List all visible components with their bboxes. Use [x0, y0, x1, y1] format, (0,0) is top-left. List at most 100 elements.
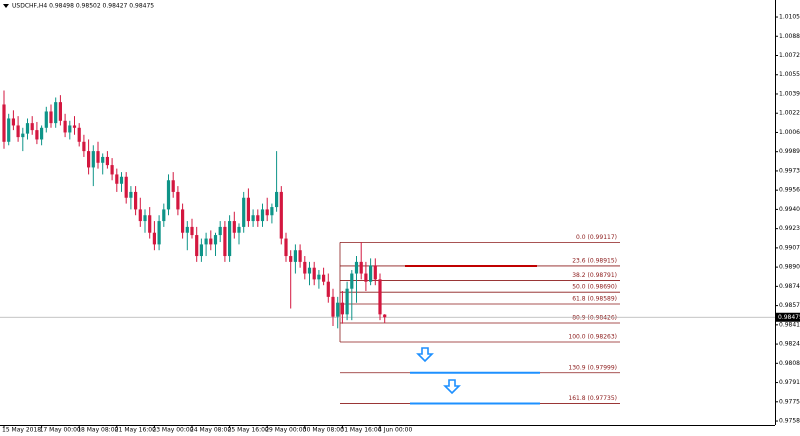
y-tick-label: 0.99895: [779, 148, 800, 155]
candle-body: [232, 221, 236, 233]
candle-body: [350, 273, 354, 289]
candle-body: [242, 197, 246, 227]
candle-body: [115, 174, 119, 184]
candle-body: [72, 125, 77, 128]
x-tick-label: 21 May 16:00: [115, 427, 156, 434]
candle-body: [54, 102, 58, 124]
candle-body: [63, 120, 67, 133]
candle-body: [21, 133, 25, 138]
candle-body: [378, 279, 382, 315]
candle-body: [49, 111, 53, 124]
candle-body: [44, 111, 48, 128]
x-tick-label: 24 May 08:00: [190, 427, 231, 434]
candle-body: [25, 123, 30, 134]
y-tick-label: 0.99235: [779, 225, 800, 232]
candle-body: [143, 215, 147, 222]
fib-label: 38.2 (0.98791): [572, 272, 617, 279]
candle-body: [336, 302, 340, 317]
candle-body: [68, 125, 72, 133]
fib-label: 50.0 (0.98690): [572, 284, 617, 291]
candle-body: [129, 191, 133, 198]
candle-body: [40, 127, 44, 140]
candle-body: [2, 104, 6, 142]
candle-body: [101, 156, 105, 163]
candle-body: [293, 250, 297, 262]
candle-body: [199, 244, 203, 257]
candle-body: [303, 261, 307, 274]
x-tick-label: 25 May 16:00: [228, 427, 269, 434]
chart-title: USDCHF,H4 0.98498 0.98502 0.98427 0.9847…: [12, 3, 154, 10]
candle-body: [298, 250, 302, 262]
candle-body: [326, 281, 330, 297]
candle-body: [312, 267, 316, 280]
candle-body: [157, 221, 161, 245]
candle-body: [251, 215, 255, 222]
fib-label: 161.8 (0.97735): [568, 395, 617, 402]
fib-label: 23.6 (0.98915): [572, 257, 617, 264]
fib-label: 61.8 (0.98589): [572, 295, 617, 302]
candle-body: [289, 256, 293, 262]
candle-body: [96, 151, 100, 163]
y-tick-label: 0.98575: [779, 302, 800, 309]
candle-body: [171, 180, 175, 192]
fib-label: 130.9 (0.97999): [568, 364, 617, 371]
x-tick-label: 18 May 08:00: [77, 427, 118, 434]
arrow-1: [416, 347, 434, 363]
candle-body: [124, 176, 128, 198]
candle-body: [58, 102, 62, 121]
candle-body: [110, 165, 114, 175]
candle-body: [35, 130, 39, 140]
candle-body: [11, 118, 15, 126]
candle-body: [279, 191, 283, 239]
candle-body: [237, 226, 241, 233]
candle-body: [82, 141, 86, 152]
candle-body: [166, 180, 171, 210]
candle-body: [223, 226, 227, 257]
candle-body: [331, 296, 335, 317]
candle-body: [213, 235, 218, 245]
candle-body: [228, 221, 232, 257]
candle-body: [138, 209, 142, 222]
candle-body: [204, 238, 208, 245]
candle-body: [307, 267, 312, 274]
x-tick-label: 15 May 2018: [2, 427, 41, 434]
y-tick-label: 1.00390: [779, 90, 800, 97]
fib-label: 0.0 (0.99117): [576, 234, 617, 241]
dropdown-icon[interactable]: [3, 4, 9, 8]
candle-body: [256, 215, 260, 222]
candle-body: [176, 191, 180, 210]
x-tick-label: 30 May 08:00: [303, 427, 344, 434]
candle-body: [148, 215, 152, 233]
candle-body: [345, 288, 349, 315]
candle-body: [383, 314, 387, 318]
y-tick-label: 1.00885: [779, 33, 800, 40]
y-tick-label: 0.97585: [779, 418, 800, 425]
candle-body: [105, 156, 109, 166]
y-tick-label: 0.97915: [779, 379, 800, 386]
candle-body: [30, 123, 34, 131]
candle-body: [162, 209, 166, 222]
y-tick-label: 0.98245: [779, 341, 800, 348]
candle-body: [265, 209, 269, 216]
x-tick-label: 17 May 00:00: [40, 427, 81, 434]
candle-body: [7, 118, 11, 142]
candle-body: [359, 261, 363, 274]
fib-label: 80.9 (0.98426): [572, 314, 617, 321]
candle-body: [317, 274, 321, 280]
y-tick-label: 1.00555: [779, 71, 800, 78]
candle-body: [77, 127, 81, 142]
fib-label: 100.0 (0.98263): [568, 333, 617, 340]
candle-body: [87, 151, 91, 168]
candle-body: [373, 265, 377, 280]
arrow-2: [443, 379, 461, 395]
candle-body: [152, 232, 156, 245]
y-tick-label: 1.00225: [779, 110, 800, 117]
